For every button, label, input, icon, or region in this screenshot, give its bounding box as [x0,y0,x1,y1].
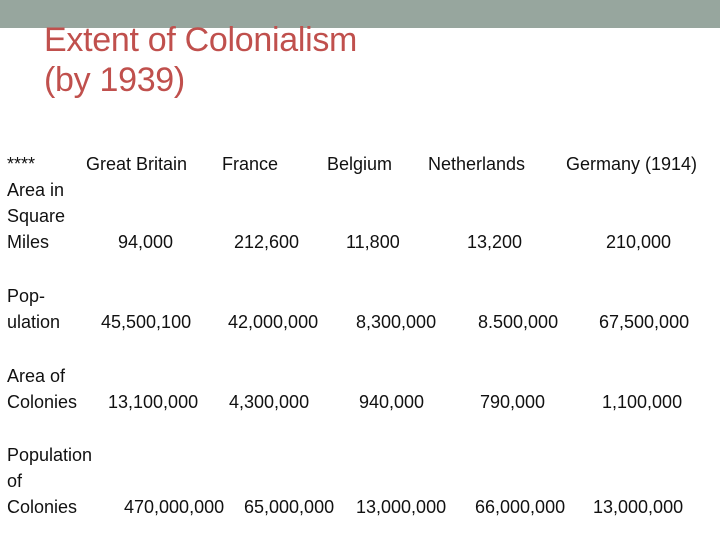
cell-colony-population-germany: 13,000,000 [593,497,684,517]
row-label-population: Pop- ulation [7,283,60,335]
row-label-line: Square [7,206,66,226]
row-label-area: Area in Square Miles [7,177,65,255]
cell-area-netherlands: 13,200 [467,232,523,252]
cell-population-netherlands: 8.500,000 [478,312,559,332]
cell-population-belgium: 8,300,000 [356,312,437,332]
cell-colony-population-great-britain: 470,000,000 [124,497,225,517]
column-header-germany: Germany (1914) [566,154,698,174]
cell-colony-area-germany: 1,100,000 [602,392,683,412]
cell-population-france: 42,000,000 [228,312,319,332]
slide-title: Extent of Colonialism (by 1939) [44,20,357,100]
cell-area-germany: 210,000 [606,232,672,252]
cell-area-great-britain: 94,000 [118,232,174,252]
cell-population-great-britain: 45,500,100 [101,312,192,332]
cell-colony-area-belgium: 940,000 [359,392,425,412]
column-header-great-britain: Great Britain [86,154,188,174]
cell-area-france: 212,600 [234,232,300,252]
row-label-line: Area in [7,180,65,200]
row-label-line: ulation [7,312,61,332]
row-label-line: Colonies [7,497,78,517]
cell-colony-area-netherlands: 790,000 [480,392,546,412]
row-label-line: of [7,471,23,491]
cell-colony-population-france: 65,000,000 [244,497,335,517]
cell-population-germany: 67,500,000 [599,312,690,332]
top-band [0,0,720,28]
cell-area-belgium: 11,800 [346,232,400,252]
row-label-line: Miles [7,232,50,252]
column-header-netherlands: Netherlands [428,154,526,174]
cell-colony-area-great-britain: 13,100,000 [108,392,199,412]
title-left-rule [22,28,24,110]
table-corner: **** [7,154,36,174]
slide-title-line-1: Extent of Colonialism [44,21,358,59]
column-header-belgium: Belgium [327,154,393,174]
row-label-area-of-colonies: Area of Colonies [7,363,77,415]
column-header-france: France [222,154,279,174]
row-label-line: Colonies [7,392,78,412]
row-label-line: Pop- [7,286,46,306]
cell-colony-population-netherlands: 66,000,000 [475,497,566,517]
slide-title-line-2: (by 1939) [44,61,185,99]
row-label-line: Population [7,445,93,465]
row-label-line: Area of [7,366,66,386]
row-label-population-of-colonies: Population of Colonies [7,442,92,520]
cell-colony-area-france: 4,300,000 [229,392,310,412]
cell-colony-population-belgium: 13,000,000 [356,497,447,517]
